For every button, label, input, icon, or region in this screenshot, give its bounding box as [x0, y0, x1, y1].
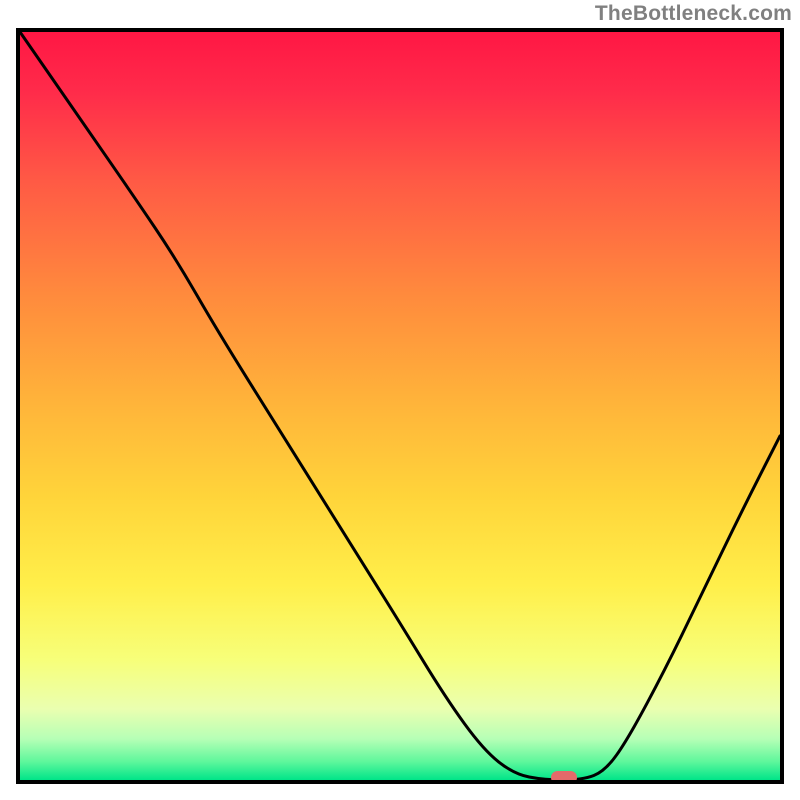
border-left [16, 28, 20, 784]
chart-container: TheBottleneck.com [0, 0, 800, 800]
watermark-text: TheBottleneck.com [595, 2, 792, 26]
plot-area [16, 28, 784, 784]
border-bottom [16, 780, 784, 784]
border-top [16, 28, 784, 32]
border-right [780, 28, 784, 784]
gradient-and-curve-svg [16, 28, 784, 784]
